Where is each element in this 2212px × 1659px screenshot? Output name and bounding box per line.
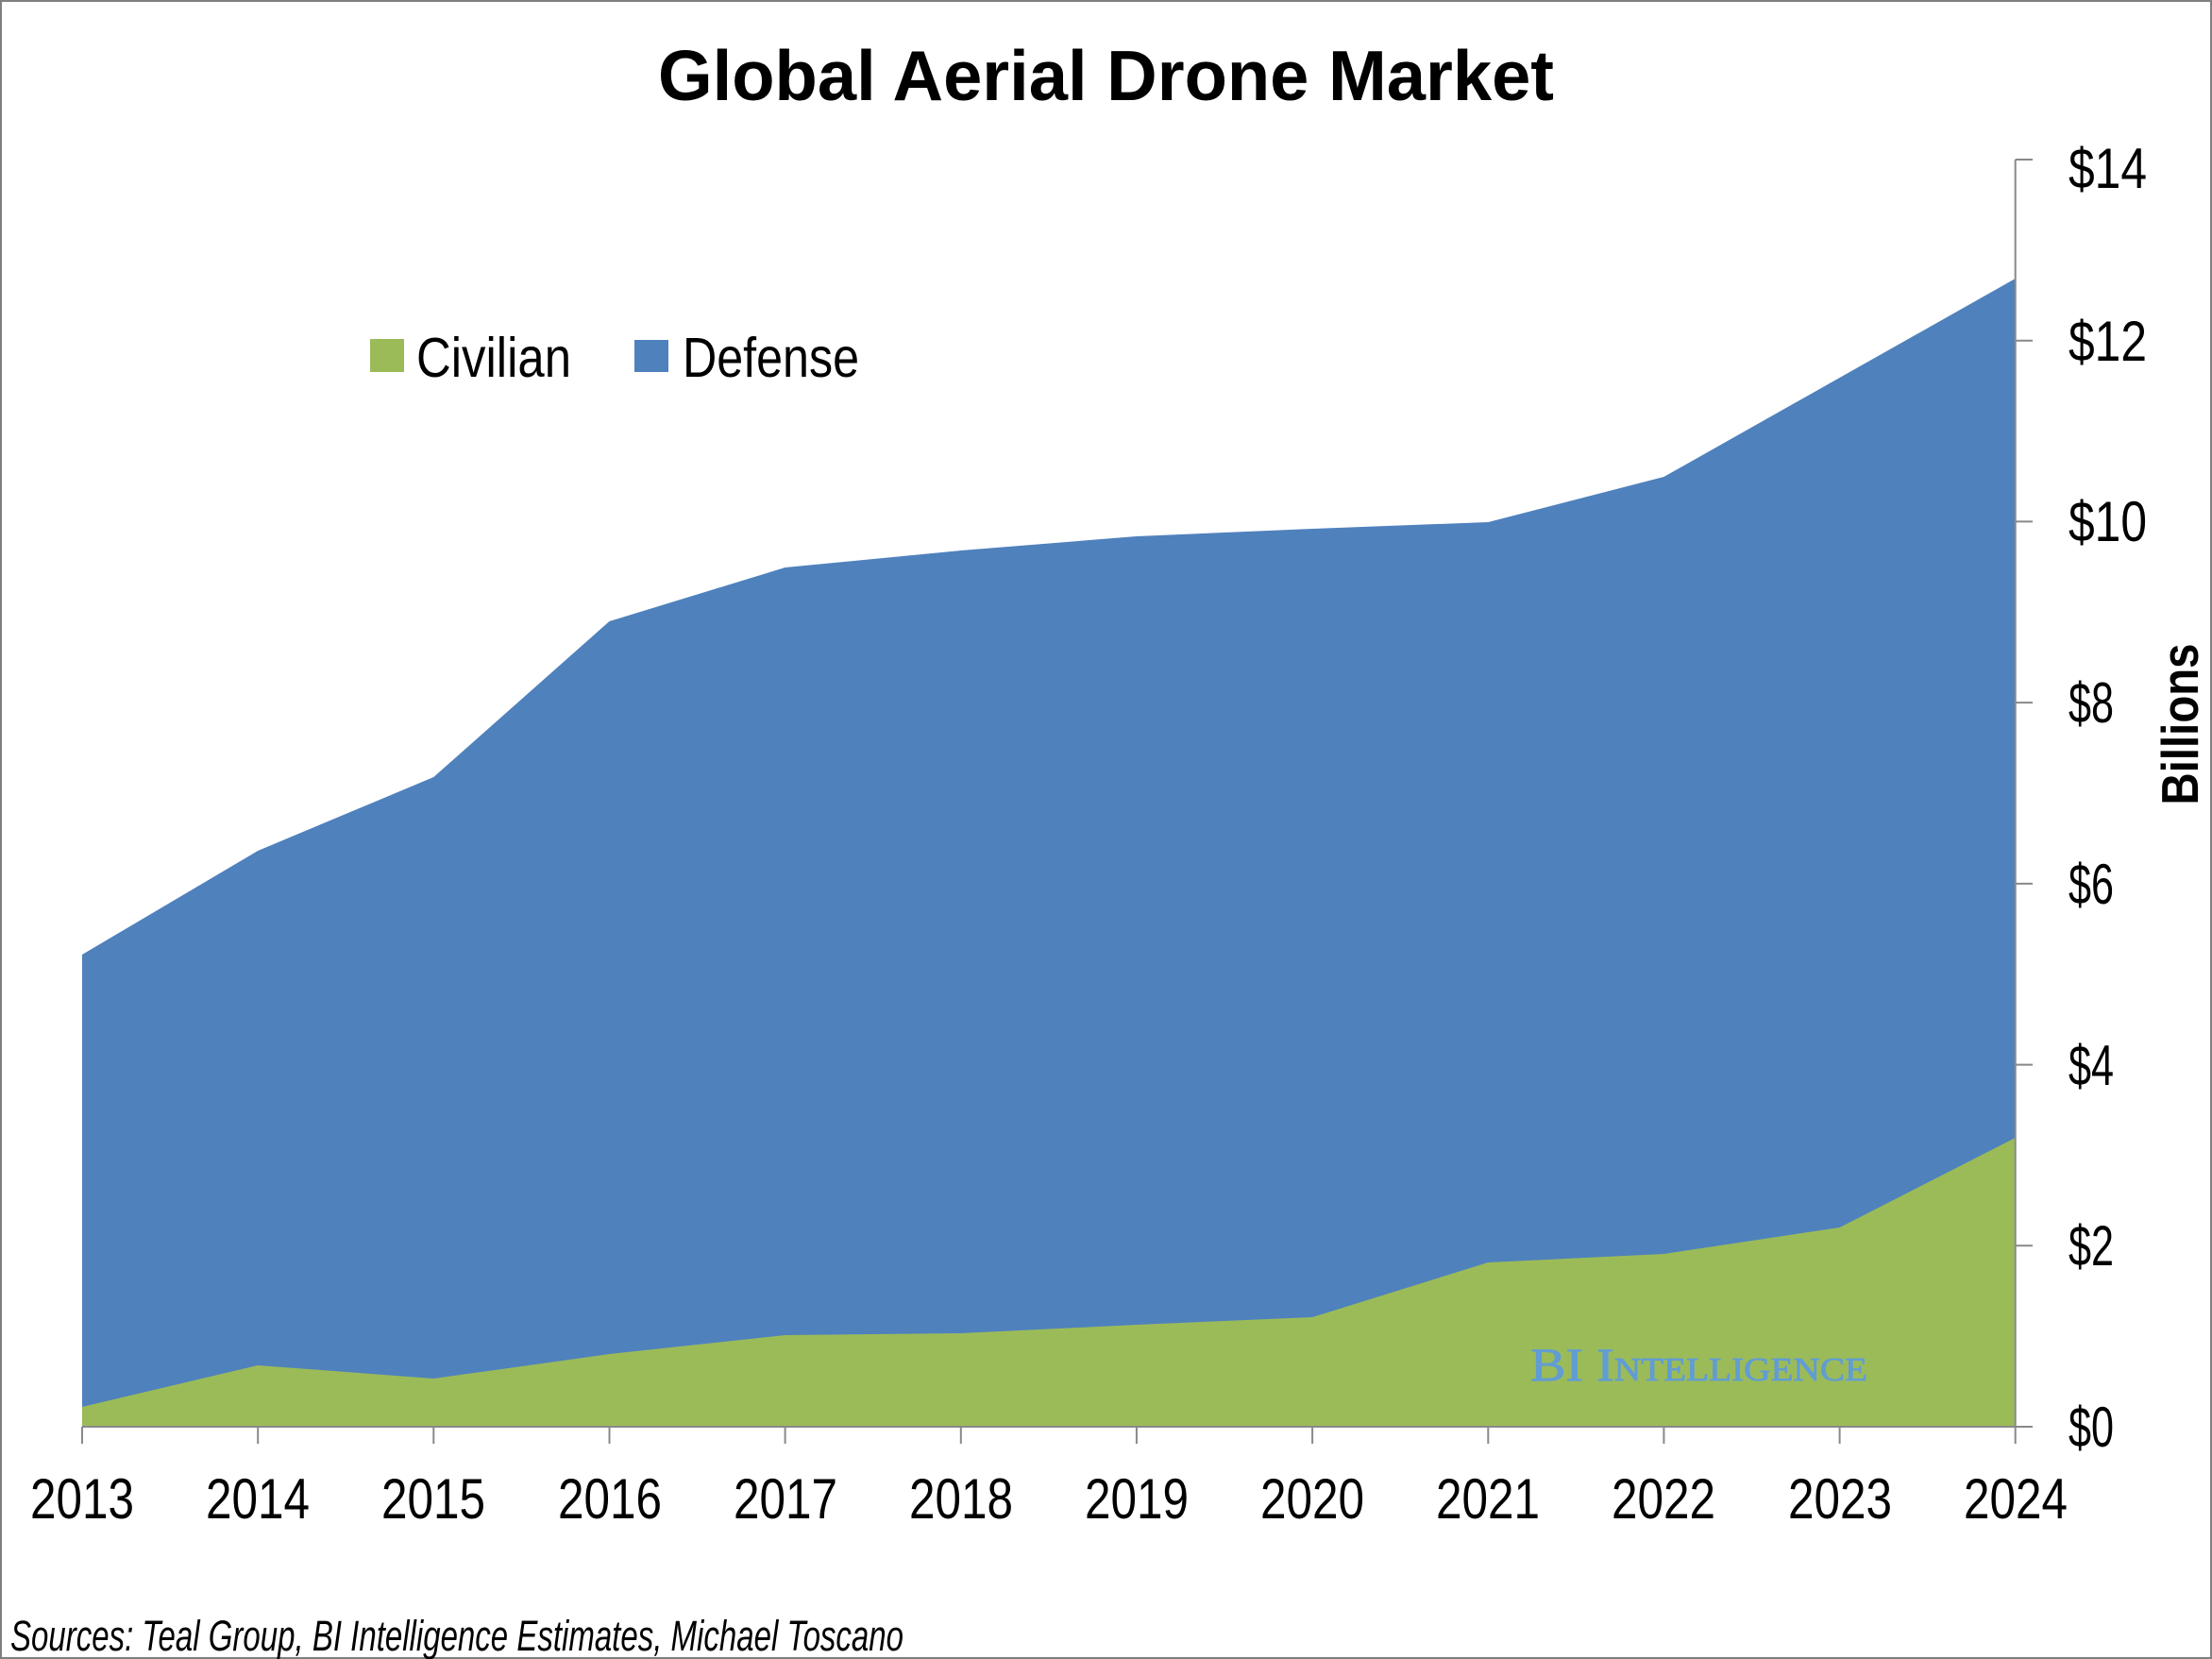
svg-text:Defense: Defense (683, 327, 859, 389)
svg-text:Civilian: Civilian (416, 327, 571, 389)
svg-text:$8: $8 (2068, 671, 2114, 735)
svg-text:Billions: Billions (2151, 644, 2209, 805)
svg-text:2019: 2019 (1085, 1467, 1189, 1531)
svg-text:2016: 2016 (558, 1467, 662, 1531)
svg-text:$12: $12 (2068, 310, 2147, 373)
svg-text:2013: 2013 (30, 1467, 134, 1531)
svg-text:Sources: Teal Group, BI Intell: Sources: Teal Group, BI Intelligence Est… (10, 1612, 903, 1659)
svg-text:2021: 2021 (1436, 1467, 1540, 1531)
svg-text:$6: $6 (2068, 853, 2114, 916)
svg-text:BI Intelligence: BI Intelligence (1530, 1338, 1867, 1391)
svg-text:Global Aerial Drone Market: Global Aerial Drone Market (658, 36, 1554, 115)
svg-text:2024: 2024 (1964, 1467, 2068, 1531)
svg-text:$0: $0 (2068, 1396, 2114, 1459)
svg-text:$10: $10 (2068, 490, 2147, 553)
svg-text:$14: $14 (2068, 137, 2147, 200)
svg-text:2020: 2020 (1260, 1467, 1364, 1531)
svg-text:2022: 2022 (1612, 1467, 1715, 1531)
svg-text:2015: 2015 (381, 1467, 485, 1531)
svg-text:$2: $2 (2068, 1214, 2114, 1278)
svg-text:2017: 2017 (734, 1467, 837, 1531)
svg-text:2018: 2018 (909, 1467, 1013, 1531)
svg-text:$4: $4 (2068, 1034, 2114, 1097)
svg-text:2014: 2014 (206, 1467, 310, 1531)
svg-text:2023: 2023 (1788, 1467, 1892, 1531)
